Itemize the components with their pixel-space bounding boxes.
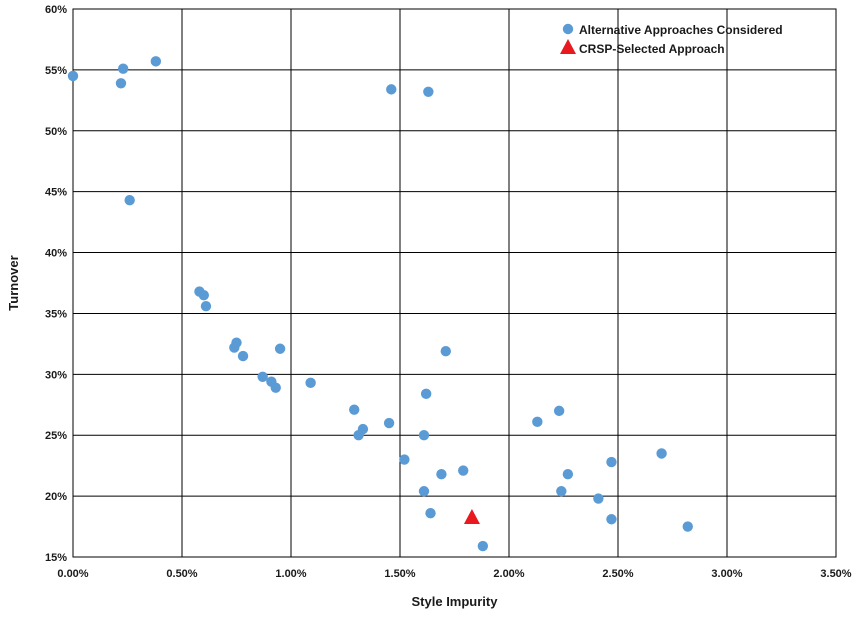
alternative-approach-point <box>198 289 209 301</box>
y-tick-label: 35% <box>45 308 67 320</box>
alternative-approach-point <box>270 382 281 393</box>
x-tick-label: 1.50% <box>384 568 415 580</box>
x-axis-title: Style Impurity <box>412 594 499 609</box>
alternative-approach-point <box>386 84 397 95</box>
legend-label: Alternative Approaches Considered <box>579 23 783 37</box>
alternative-approach-point <box>423 86 434 98</box>
alternative-approach-point <box>399 454 410 465</box>
alternative-approach-point <box>274 343 286 354</box>
grid-layer <box>72 8 837 558</box>
alternative-approach-point <box>606 514 617 525</box>
x-tick-label: 1.00% <box>275 568 306 580</box>
alternative-approach-point <box>425 507 436 519</box>
x-tick-label: 2.50% <box>602 568 633 580</box>
alternative-approach-point <box>477 540 489 552</box>
legend-label: CRSP-Selected Approach <box>579 42 725 56</box>
plot-area-border <box>72 8 837 558</box>
y-tick-label: 55% <box>45 65 67 77</box>
alternative-approach-point <box>682 521 693 532</box>
alternative-approach-point <box>357 423 369 435</box>
x-tick-label: 0.00% <box>57 568 88 580</box>
alternative-approach-point <box>117 63 129 74</box>
alternative-approach-point <box>593 493 604 504</box>
alternative-approach-point <box>124 194 135 206</box>
selected-approach-point <box>463 509 480 525</box>
y-tick-label: 45% <box>45 187 67 199</box>
x-tick-label: 3.50% <box>820 568 851 580</box>
alternative-approach-point <box>458 465 469 476</box>
x-tick-label: 0.50% <box>166 568 197 580</box>
alternative-approach-point <box>257 371 268 382</box>
alternative-approach-point <box>418 430 430 441</box>
alternative-approach-point <box>606 456 617 468</box>
alternative-approach-point <box>562 468 574 480</box>
alternative-approach-point <box>305 377 316 389</box>
legend-circle-marker <box>562 23 574 35</box>
y-tick-label: 50% <box>45 126 67 138</box>
alternative-approach-point <box>383 417 395 429</box>
y-tick-label: 60% <box>45 4 67 16</box>
alternative-approach-point <box>150 56 162 67</box>
legend-triangle-marker <box>560 39 576 54</box>
alternative-approach-point <box>420 388 432 400</box>
y-tick-label: 15% <box>45 552 67 564</box>
x-tick-label: 2.00% <box>493 568 524 580</box>
y-tick-label: 30% <box>45 369 67 381</box>
alternative-approach-point <box>553 405 565 417</box>
alternative-approach-point <box>231 337 242 348</box>
alternative-approach-point <box>656 448 667 459</box>
alternative-approach-point <box>440 345 451 357</box>
alternative-approach-point <box>349 404 360 415</box>
alternative-approach-point <box>556 486 567 497</box>
x-tick-label: 3.00% <box>711 568 742 580</box>
alternative-approach-point <box>418 486 430 497</box>
y-axis-title: Turnover <box>6 255 21 310</box>
legend: Alternative Approaches Considered CRSP-Se… <box>560 23 783 56</box>
y-tick-label: 20% <box>45 491 67 503</box>
alternative-approach-point <box>436 468 447 480</box>
tick-labels: 0.00% 0.50% 1.00% 1.50% 2.00% 2.50% 3.00% 3.50%… <box>45 4 852 580</box>
alternative-approach-point <box>532 416 543 428</box>
data-points <box>67 56 693 552</box>
alternative-approach-point <box>67 70 79 82</box>
y-tick-label: 25% <box>45 430 67 442</box>
alternative-approach-point <box>200 300 212 312</box>
alternative-approach-point <box>237 350 249 362</box>
alternative-approach-point <box>115 78 127 89</box>
y-tick-label: 40% <box>45 248 67 260</box>
